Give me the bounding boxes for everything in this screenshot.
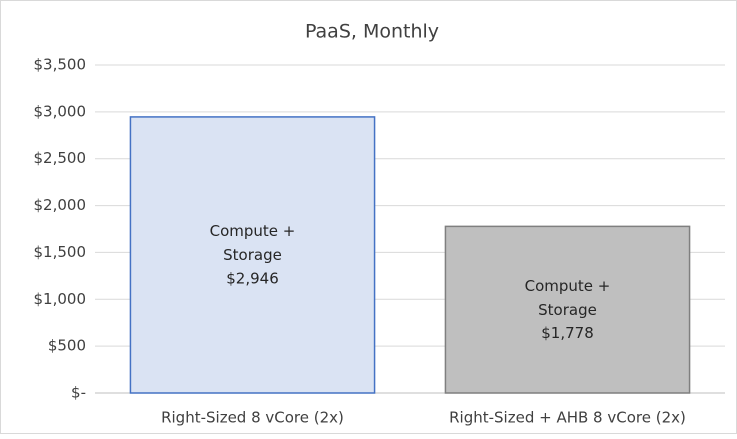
- data-label: $2,946: [226, 269, 279, 287]
- data-label-box: Compute + Storage: [524, 276, 611, 319]
- bar: [129, 116, 376, 394]
- y-tick-label: $2,500: [34, 149, 87, 167]
- x-tick-label: Right-Sized + AHB 8 vCore (2x): [449, 409, 686, 427]
- y-tick-label: $1,000: [34, 290, 87, 308]
- y-tick-label: $-: [71, 384, 86, 402]
- data-label: $1,778: [541, 324, 594, 342]
- chart-title: PaaS, Monthly: [305, 21, 439, 43]
- y-tick-label: $3,000: [34, 102, 87, 120]
- data-label-name: Compute + Storage: [524, 276, 611, 319]
- y-tick-label: $1,500: [34, 243, 87, 261]
- y-tick-label: $2,000: [34, 196, 87, 214]
- data-label-name: Compute + Storage: [209, 221, 296, 264]
- y-tick-label: $500: [48, 337, 86, 355]
- bar: [444, 225, 691, 394]
- y-tick-label: $3,500: [34, 56, 87, 74]
- data-label-box: Compute + Storage: [209, 221, 296, 264]
- x-tick-label: Right-Sized 8 vCore (2x): [161, 409, 344, 427]
